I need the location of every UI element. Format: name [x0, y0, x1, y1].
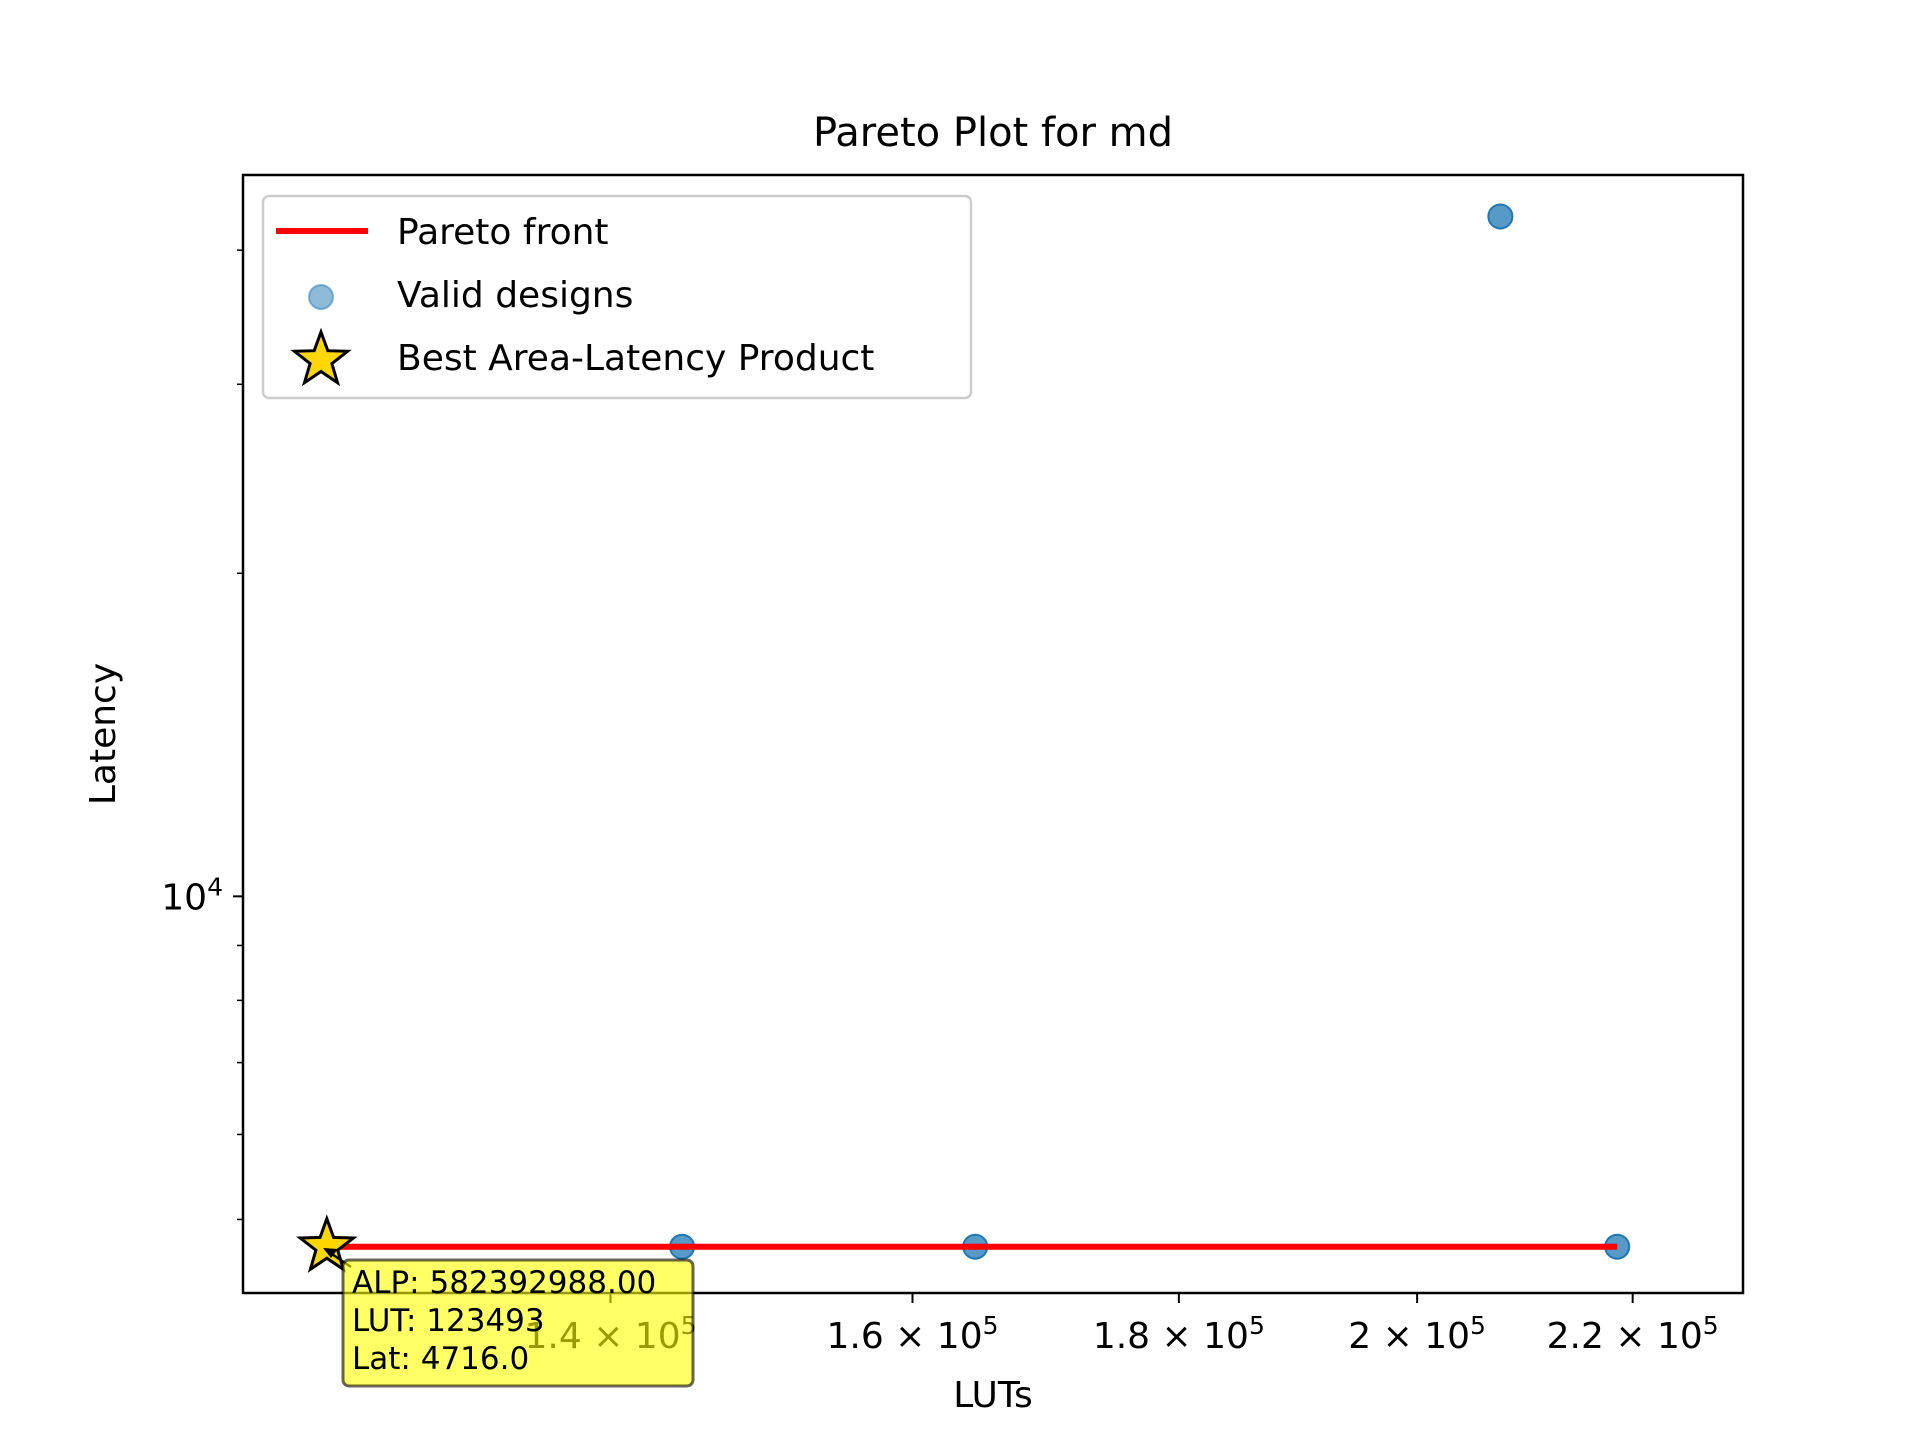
x-tick-label: 1.6 × 105	[826, 1311, 998, 1357]
legend-frame	[261, 194, 973, 400]
valid-design-point	[1487, 203, 1514, 230]
legend-entry-pareto-front: Pareto front	[397, 212, 609, 253]
alp-annotation: ALP: 582392988.00 LUT: 123493 Lat: 4716.…	[323, 1248, 695, 1388]
annotation-lat: Lat: 4716.0	[352, 1341, 529, 1377]
axes-frame	[241, 173, 1745, 1295]
annotation-lut: LUT: 123493	[352, 1303, 545, 1339]
x-tick-label: 2.2 × 105	[1547, 1311, 1719, 1357]
annotation-box	[341, 1258, 695, 1388]
chart-title: Pareto Plot for md	[813, 110, 1173, 156]
legend: Pareto front Valid designs Best Area-Lat…	[261, 194, 973, 400]
legend-valid-designs-icon	[308, 284, 334, 310]
y-tick-label: 104	[161, 872, 223, 918]
plot-area	[295, 203, 1631, 1273]
annotation-alp: ALP: 582392988.00	[352, 1265, 656, 1301]
legend-entry-best-alp: Best Area-Latency Product	[397, 338, 874, 379]
x-axis-label: LUTs	[953, 1375, 1032, 1416]
y-axis-ticks: 104	[161, 249, 243, 1221]
annotation-arrow-head	[323, 1248, 338, 1258]
legend-entry-valid-designs: Valid designs	[397, 275, 633, 316]
x-tick-label: 2 × 105	[1348, 1311, 1486, 1357]
legend-star-icon	[290, 327, 352, 387]
best-alp-star	[295, 1214, 358, 1273]
x-tick-label: 1.8 × 105	[1093, 1311, 1265, 1357]
y-axis-label: Latency	[83, 663, 124, 805]
